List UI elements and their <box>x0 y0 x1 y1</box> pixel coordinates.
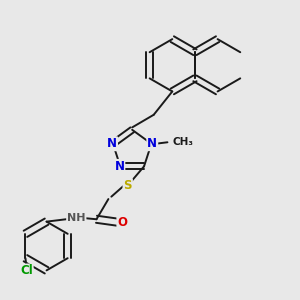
Text: S: S <box>123 179 132 192</box>
Text: N: N <box>107 137 117 150</box>
Text: CH₃: CH₃ <box>173 137 194 147</box>
Text: N: N <box>114 160 124 173</box>
Text: N: N <box>147 137 157 150</box>
Text: NH: NH <box>67 213 86 223</box>
Text: Cl: Cl <box>20 265 33 278</box>
Text: O: O <box>117 216 127 229</box>
